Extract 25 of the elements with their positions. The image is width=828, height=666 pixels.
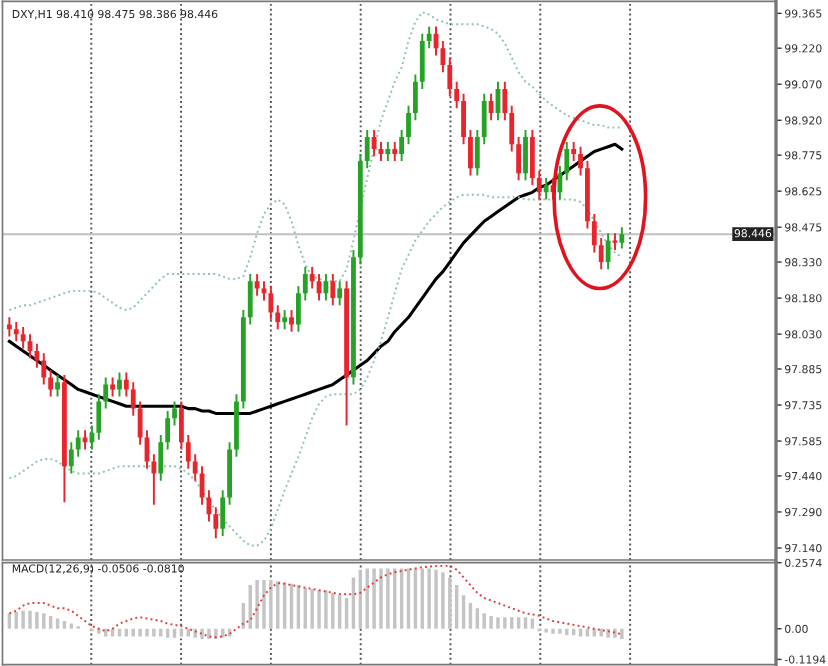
candlestick — [41, 352, 47, 386]
candlestick — [392, 140, 398, 163]
candlestick — [268, 285, 274, 321]
candlestick — [282, 309, 288, 331]
candlestick — [337, 280, 343, 307]
candlestick — [619, 226, 625, 250]
candlestick — [75, 429, 81, 458]
candlestick — [96, 393, 102, 441]
candlestick — [13, 321, 19, 343]
candlestick — [571, 140, 577, 163]
line-series — [8, 564, 623, 639]
candlestick — [543, 176, 549, 201]
candlestick — [289, 309, 294, 333]
candlestick — [20, 325, 26, 350]
candlestick — [385, 140, 391, 163]
line-series — [8, 11, 623, 312]
candlestick — [330, 273, 336, 307]
candlestick — [254, 273, 260, 297]
candlestick — [488, 92, 494, 122]
line-series — [8, 193, 623, 547]
candlestick — [34, 342, 40, 369]
candlestick — [523, 128, 528, 182]
candlestick — [371, 128, 377, 158]
candlestick — [55, 374, 60, 398]
candlestick — [117, 371, 122, 398]
